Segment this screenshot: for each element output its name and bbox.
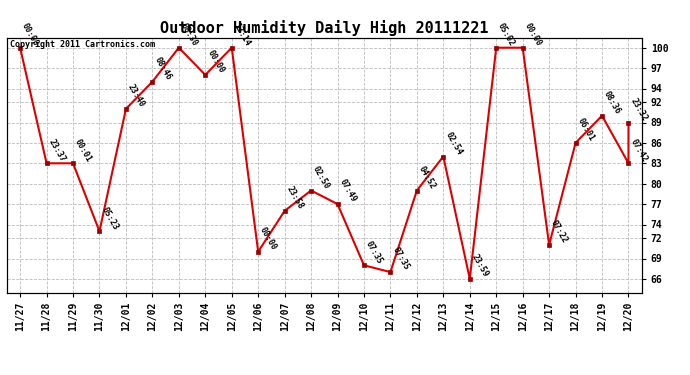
Text: 02:54: 02:54 [444,130,464,156]
Text: 07:35: 07:35 [391,246,411,272]
Text: 05:02: 05:02 [496,21,517,48]
Text: 04:52: 04:52 [417,164,437,190]
Text: 07:22: 07:22 [549,219,569,245]
Text: Copyright 2011 Cartronics.com: Copyright 2011 Cartronics.com [10,40,155,49]
Text: 13:14: 13:14 [232,21,252,48]
Text: 07:35: 07:35 [364,239,384,265]
Text: 23:59: 23:59 [470,253,490,279]
Text: 08:46: 08:46 [152,56,172,82]
Text: 08:36: 08:36 [602,90,622,116]
Text: 00:00: 00:00 [206,49,226,75]
Text: 02:50: 02:50 [311,164,331,190]
Text: 07:49: 07:49 [337,178,358,204]
Text: 06:01: 06:01 [575,117,596,143]
Text: 23:32: 23:32 [629,96,649,123]
Text: 07:42: 07:42 [629,137,649,163]
Text: 00:00: 00:00 [258,225,279,252]
Text: 23:58: 23:58 [284,185,305,211]
Text: 00:00: 00:00 [523,21,543,48]
Text: 05:23: 05:23 [99,205,120,231]
Text: 00:00: 00:00 [20,21,41,48]
Text: 00:01: 00:01 [73,137,93,163]
Text: 08:30: 08:30 [179,21,199,48]
Text: 23:40: 23:40 [126,83,146,109]
Text: 23:37: 23:37 [47,137,67,163]
Title: Outdoor Humidity Daily High 20111221: Outdoor Humidity Daily High 20111221 [160,20,489,36]
